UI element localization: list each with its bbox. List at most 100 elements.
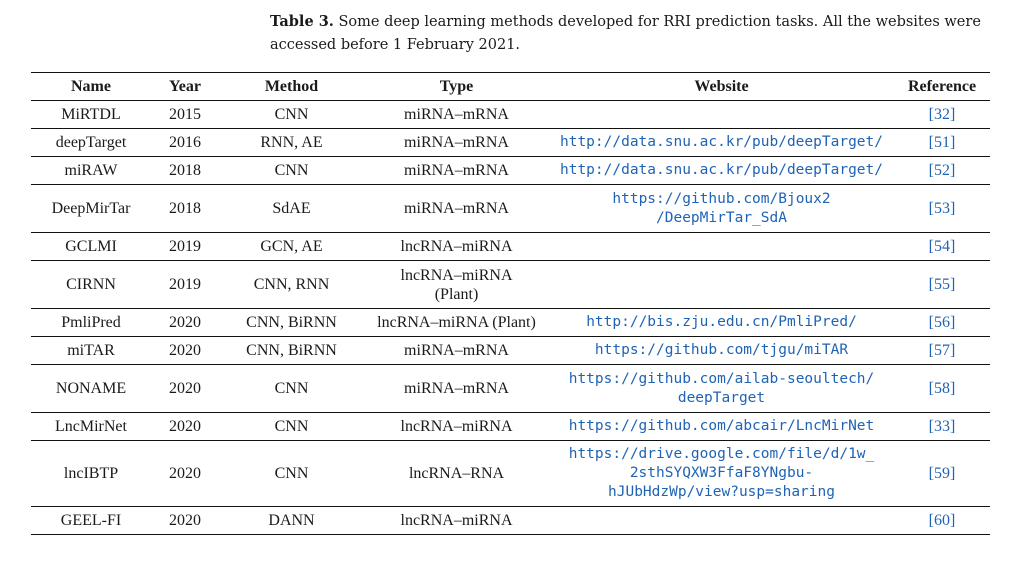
- cell-type: miRNA–mRNA: [364, 184, 549, 233]
- cell-reference-link[interactable]: [32]: [894, 100, 990, 129]
- cell-year: 2016: [151, 128, 219, 157]
- cell-website: [549, 260, 894, 309]
- cell-name: DeepMirTar: [31, 184, 151, 233]
- cell-method: CNN, BiRNN: [219, 308, 364, 337]
- cell-reference-link[interactable]: [56]: [894, 308, 990, 337]
- cell-year: 2018: [151, 184, 219, 233]
- cell-reference-link[interactable]: [53]: [894, 184, 990, 233]
- table-caption: Table 3. Some deep learning methods deve…: [270, 10, 1010, 57]
- table-header-row: Name Year Method Type Website Reference: [31, 72, 990, 101]
- cell-name: GEEL-FI: [31, 506, 151, 535]
- cell-website[interactable]: http://bis.zju.edu.cn/PmliPred/: [549, 308, 894, 337]
- cell-type: miRNA–mRNA: [364, 156, 549, 185]
- cell-reference-link[interactable]: [58]: [894, 364, 990, 413]
- website-link[interactable]: 2sthSYQXW3FfaF8YNgbu-: [629, 465, 814, 481]
- website-link[interactable]: deepTarget: [677, 389, 766, 406]
- table-row: miTAR 2020 CNN, BiRNN miRNA–mRNA https://git…: [31, 336, 990, 365]
- cell-name: deepTarget: [31, 128, 151, 157]
- header-type: Type: [364, 72, 549, 101]
- cell-website: [549, 506, 894, 535]
- cell-website[interactable]: https://github.com/tjgu/miTAR: [549, 336, 894, 365]
- website-link[interactable]: https://github.com/abcair/LncMirNet: [568, 418, 875, 434]
- type-line: miRNA–mRNA: [404, 162, 509, 179]
- cell-type: miRNA–mRNA: [364, 336, 549, 365]
- cell-year: 2020: [151, 440, 219, 507]
- cell-name: miTAR: [31, 336, 151, 365]
- caption-label: Table 3.: [270, 13, 334, 30]
- cell-reference-link[interactable]: [59]: [894, 440, 990, 507]
- cell-name: NONAME: [31, 364, 151, 413]
- cell-reference-link[interactable]: [54]: [894, 232, 990, 261]
- cell-reference-link[interactable]: [57]: [894, 336, 990, 365]
- cell-year: 2020: [151, 364, 219, 413]
- cell-year: 2020: [151, 336, 219, 365]
- cell-website[interactable]: http://data.snu.ac.kr/pub/deepTarget/: [549, 156, 894, 185]
- header-year: Year: [151, 72, 219, 101]
- type-line: miRNA–mRNA: [404, 106, 509, 123]
- table-row: deepTarget 2016 RNN, AE miRNA–mRNA http://da…: [31, 128, 990, 157]
- caption-text: Some deep learning methods developed for…: [270, 14, 981, 53]
- cell-year: 2020: [151, 412, 219, 441]
- website-link[interactable]: http://bis.zju.edu.cn/PmliPred/: [586, 314, 857, 330]
- website-link[interactable]: hJUbHdzWp/view?usp=sharing: [608, 484, 835, 500]
- cell-year: 2015: [151, 100, 219, 129]
- cell-reference-link[interactable]: [60]: [894, 506, 990, 535]
- type-line: miRNA–mRNA: [404, 380, 509, 397]
- cell-name: PmliPred: [31, 308, 151, 337]
- cell-reference-link[interactable]: [52]: [894, 156, 990, 185]
- cell-method: SdAE: [219, 184, 364, 233]
- cell-year: 2018: [151, 156, 219, 185]
- website-link[interactable]: https://drive.google.com/file/d/1w_: [568, 446, 875, 462]
- header-website: Website: [549, 72, 894, 101]
- cell-website[interactable]: https://github.com/abcair/LncMirNet: [549, 412, 894, 441]
- cell-website[interactable]: http://data.snu.ac.kr/pub/deepTarget/: [549, 128, 894, 157]
- table-row: NONAME 2020 CNN miRNA–mRNA https://github.co…: [31, 364, 990, 413]
- type-line: miRNA–mRNA: [404, 200, 509, 217]
- cell-name: MiRTDL: [31, 100, 151, 129]
- cell-website[interactable]: https://github.com/Bjoux2/DeepMirTar_SdA: [549, 184, 894, 233]
- cell-method: CNN: [219, 412, 364, 441]
- cell-reference-link[interactable]: [51]: [894, 128, 990, 157]
- cell-method: CNN: [219, 100, 364, 129]
- cell-reference-link[interactable]: [55]: [894, 260, 990, 309]
- website-link[interactable]: http://data.snu.ac.kr/pub/deepTarget/: [559, 162, 883, 178]
- type-line: lncRNA–miRNA: [400, 238, 513, 255]
- type-line: miRNA–mRNA: [404, 134, 509, 151]
- table-row: GEEL-FI 2020 DANN lncRNA–miRNA [60]: [31, 506, 990, 535]
- cell-method: CNN: [219, 156, 364, 185]
- cell-website[interactable]: https://github.com/ailab-seoultech/deepT…: [549, 364, 894, 413]
- cell-method: CNN: [219, 364, 364, 413]
- website-link[interactable]: https://github.com/tjgu/miTAR: [594, 342, 849, 358]
- cell-type: lncRNA–miRNA: [364, 232, 549, 261]
- header-name: Name: [31, 72, 151, 101]
- cell-type: lncRNA–miRNA (Plant): [364, 260, 549, 309]
- cell-type: miRNA–mRNA: [364, 364, 549, 413]
- table-row: MiRTDL 2015 CNN miRNA–mRNA [32]: [31, 100, 990, 129]
- cell-method: CNN, BiRNN: [219, 336, 364, 365]
- cell-website[interactable]: https://drive.google.com/file/d/1w_ 2sthS…: [549, 440, 894, 507]
- cell-name: CIRNN: [31, 260, 151, 309]
- cell-type: lncRNA–miRNA: [364, 506, 549, 535]
- cell-name: miRAW: [31, 156, 151, 185]
- cell-method: CNN, RNN: [219, 260, 364, 309]
- type-line: lncRNA–miRNA (Plant): [377, 314, 536, 331]
- cell-website: [549, 100, 894, 129]
- table-row: miRAW 2018 CNN miRNA–mRNA http://data.snu.ac…: [31, 156, 990, 185]
- cell-year: 2019: [151, 232, 219, 261]
- type-line: lncRNA–miRNA: [400, 512, 513, 529]
- table-row: lncIBTP 2020 CNN lncRNA–RNA https://drive.go…: [31, 440, 990, 507]
- website-link[interactable]: /DeepMirTar_SdA: [656, 209, 787, 226]
- type-line: miRNA–mRNA: [404, 342, 509, 359]
- type-line: lncRNA–miRNA: [400, 266, 513, 284]
- cell-year: 2020: [151, 506, 219, 535]
- cell-type: miRNA–mRNA: [364, 128, 549, 157]
- cell-reference-link[interactable]: [33]: [894, 412, 990, 441]
- type-line: lncRNA–RNA: [408, 465, 505, 482]
- cell-type: miRNA–mRNA: [364, 100, 549, 129]
- type-line: lncRNA–miRNA: [400, 418, 513, 435]
- website-link[interactable]: https://github.com/ailab-seoultech/: [568, 370, 875, 387]
- website-link[interactable]: http://data.snu.ac.kr/pub/deepTarget/: [559, 134, 883, 150]
- website-link[interactable]: https://github.com/Bjoux2: [612, 190, 831, 207]
- cell-type: lncRNA–miRNA (Plant): [364, 308, 549, 337]
- cell-method: CNN: [219, 440, 364, 507]
